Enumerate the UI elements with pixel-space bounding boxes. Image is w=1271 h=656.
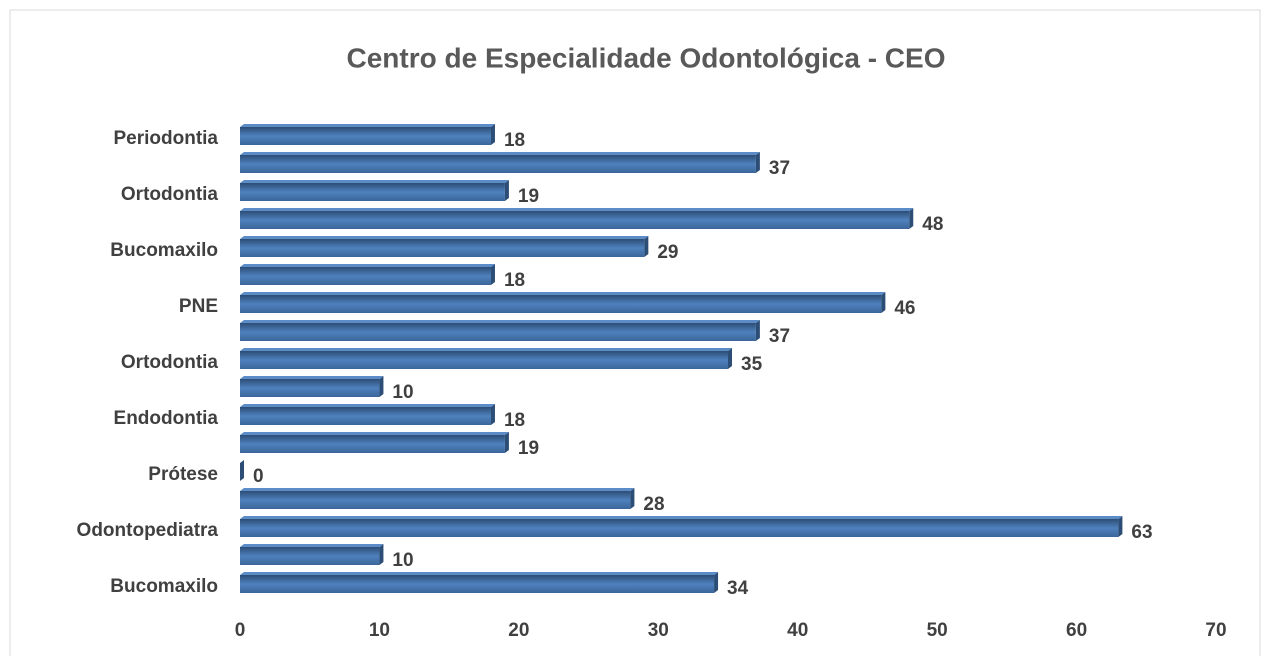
- bar-side: [630, 488, 635, 509]
- bar-side: [379, 376, 384, 397]
- bar: [240, 351, 728, 369]
- data-label: 19: [518, 438, 539, 459]
- bar: [240, 491, 631, 509]
- bar-side: [490, 124, 495, 145]
- bar: [240, 575, 715, 593]
- y-tick-label: Ortodontia: [121, 352, 219, 373]
- bar-side: [881, 292, 886, 313]
- data-label: 18: [504, 410, 525, 431]
- bar-top: [240, 264, 495, 267]
- data-label: 63: [1131, 522, 1152, 543]
- bar-side: [755, 152, 760, 173]
- y-tick-label: Bucomaxilo: [110, 240, 218, 261]
- bar: [240, 211, 910, 229]
- bar-top: [240, 488, 635, 491]
- bar-side: [909, 208, 914, 229]
- bar-side: [504, 180, 509, 201]
- y-tick-label: PNE: [179, 296, 218, 317]
- x-tick-label: 50: [927, 620, 948, 641]
- x-tick-label: 40: [787, 620, 808, 641]
- bar: [240, 547, 380, 565]
- bar-top: [240, 376, 384, 379]
- bar-side: [1118, 516, 1123, 537]
- bar-side: [714, 572, 719, 593]
- y-tick-label: Prótese: [148, 464, 218, 485]
- y-tick-label: Odontopediatra: [77, 520, 219, 541]
- bar-side: [755, 320, 760, 341]
- data-label: 34: [727, 578, 749, 599]
- data-label: 10: [392, 382, 413, 403]
- bar: [240, 435, 505, 453]
- bar: [240, 295, 882, 313]
- data-label: 37: [769, 326, 790, 347]
- bar-top: [240, 236, 649, 239]
- y-tick-label: Endodontia: [114, 408, 219, 429]
- bar-side: [490, 404, 495, 425]
- bar-top: [240, 432, 509, 435]
- data-label: 18: [504, 270, 525, 291]
- data-label: 19: [518, 186, 539, 207]
- data-label: 35: [741, 354, 763, 375]
- bar-top: [240, 152, 760, 155]
- bar: [240, 155, 756, 173]
- bar-top: [240, 516, 1123, 519]
- x-tick-label: 70: [1205, 620, 1226, 641]
- data-label: 28: [643, 494, 664, 515]
- bar-top: [240, 404, 495, 407]
- data-label: 29: [657, 242, 678, 263]
- y-tick-label: Ortodontia: [121, 184, 219, 205]
- bar-side: [490, 264, 495, 285]
- x-tick-label: 10: [369, 620, 390, 641]
- bar: [240, 519, 1119, 537]
- x-tick-label: 0: [235, 620, 246, 641]
- bar-top: [240, 208, 914, 211]
- bar-side: [728, 348, 732, 369]
- bar: [240, 407, 491, 425]
- data-label: 0: [253, 466, 264, 487]
- bar-top: [240, 124, 495, 127]
- data-label: 48: [922, 214, 943, 235]
- bar-top: [240, 544, 384, 547]
- data-label: 18: [504, 130, 525, 151]
- bar-top: [240, 292, 886, 295]
- bar: [240, 379, 380, 397]
- bar-top: [240, 572, 719, 575]
- bar-side: [379, 544, 384, 565]
- bar: [240, 127, 491, 145]
- y-tick-label: Periodontia: [113, 128, 218, 149]
- x-tick-label: 20: [508, 620, 529, 641]
- data-label: 46: [894, 298, 915, 319]
- bar-top: [240, 320, 760, 323]
- bar: [240, 183, 505, 201]
- x-tick-label: 60: [1066, 620, 1087, 641]
- bar-side: [504, 432, 509, 453]
- y-tick-label: Bucomaxilo: [110, 576, 218, 597]
- x-tick-label: 30: [648, 620, 669, 641]
- bar-top: [240, 348, 732, 351]
- chart-title: Centro de Especialidade Odontológica - C…: [347, 42, 946, 73]
- bar-side: [240, 460, 244, 481]
- bar: [240, 239, 645, 257]
- bar-top: [240, 180, 509, 183]
- data-label: 37: [769, 158, 790, 179]
- bar-side: [644, 236, 649, 257]
- data-label: 10: [392, 550, 413, 571]
- bar: [240, 267, 491, 285]
- bar: [240, 323, 756, 341]
